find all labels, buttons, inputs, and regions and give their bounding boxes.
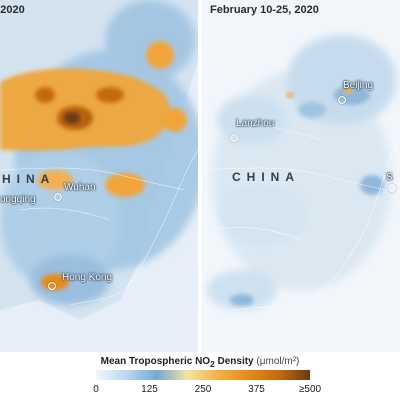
city-label-lanzhou: Lanzhou: [236, 118, 275, 129]
country-label-before: HINA: [2, 172, 56, 186]
no2-legend: Mean Tropospheric NO2 Density (μmol/m²) …: [0, 352, 400, 400]
legend-title-main: Mean Tropospheric NO: [100, 356, 211, 367]
no2-map-after: [202, 0, 400, 352]
date-label-before: 0, 2020: [0, 4, 25, 16]
country-label-after: CHINA: [232, 170, 300, 184]
city-marker-wuhan: [54, 193, 62, 201]
legend-title-rest: Density: [214, 356, 257, 367]
city-label-shanghai: S: [386, 172, 393, 183]
legend-tick-label: 250: [194, 384, 212, 395]
map-panel-before: 0, 2020 HINA Wuhan ongqing Hong Kong: [0, 0, 198, 352]
legend-color-bar: [96, 370, 310, 380]
date-label-after: February 10-25, 2020: [210, 4, 319, 16]
panel-divider: [198, 0, 202, 352]
legend-unit: (μmol/m²): [256, 356, 300, 367]
legend-title-subscript: 2: [210, 359, 215, 369]
city-label-hong-kong: Hong Kong: [62, 272, 113, 283]
city-label-wuhan: Wuhan: [64, 182, 96, 193]
legend-title: Mean Tropospheric NO2 Density (μmol/m²): [0, 356, 400, 369]
map-panel-after: February 10-25, 2020 CHINA Beijing Lanzh…: [202, 0, 400, 352]
city-label-beijing: Beijing: [343, 80, 374, 91]
city-label-chongqing: ongqing: [0, 194, 36, 205]
legend-tick-label: 125: [141, 384, 158, 395]
legend-tick-label: ≥500: [298, 384, 322, 395]
legend-tick-label: 0: [93, 384, 99, 395]
city-marker-lanzhou: [230, 134, 238, 142]
city-marker-hong-kong: [48, 282, 56, 290]
no2-map-before: [0, 0, 198, 352]
legend-tick-label: 375: [248, 384, 265, 395]
city-marker-shanghai: [388, 184, 396, 192]
city-marker-beijing: [338, 96, 346, 104]
